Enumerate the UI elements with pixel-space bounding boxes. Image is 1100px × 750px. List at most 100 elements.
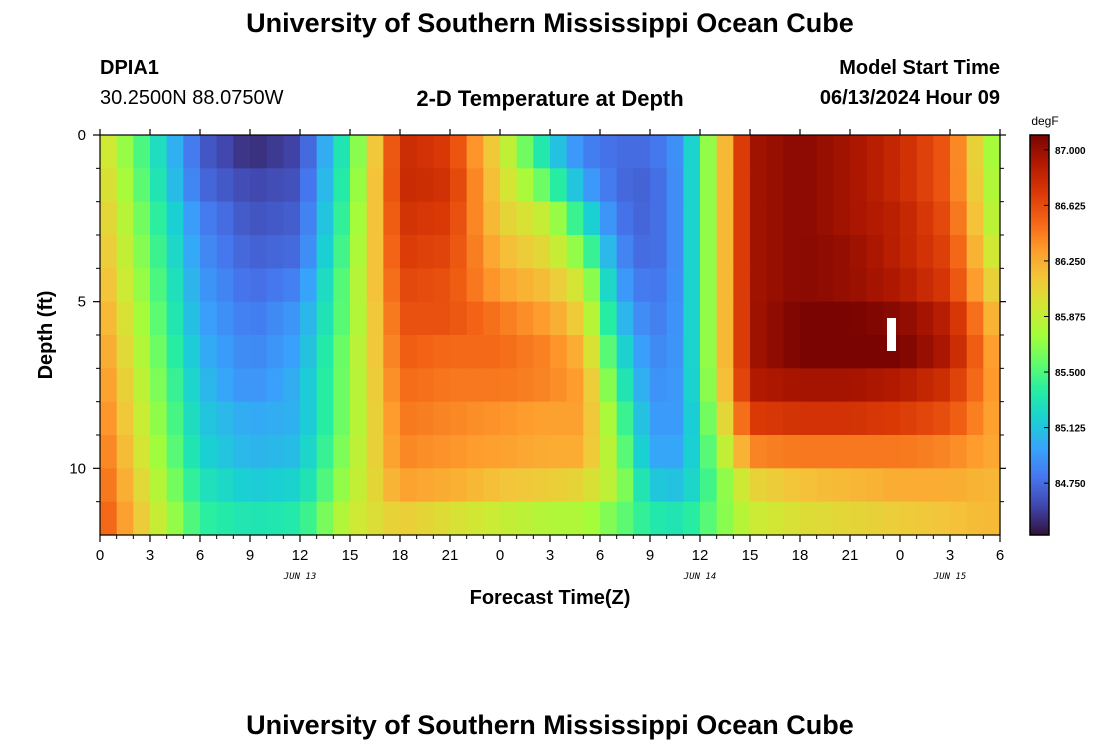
- heat-cell: [800, 235, 818, 269]
- heat-cell: [383, 168, 401, 203]
- heat-cell: [933, 368, 951, 403]
- x-tick-label: 18: [392, 547, 409, 564]
- heat-cell: [766, 168, 784, 203]
- heat-cell: [300, 435, 318, 469]
- heat-cell: [850, 368, 868, 403]
- heat-cell: [116, 368, 134, 403]
- heat-cell: [683, 401, 701, 436]
- heat-cell: [866, 201, 884, 236]
- x-tick-label: 12: [292, 547, 309, 564]
- heat-cell: [350, 235, 368, 269]
- heat-cell: [516, 268, 534, 303]
- heat-cell: [833, 301, 851, 336]
- heat-cell: [650, 135, 668, 169]
- heat-cell: [150, 135, 168, 169]
- heat-cell: [366, 268, 384, 303]
- heat-cell: [233, 235, 251, 269]
- heat-cell: [133, 168, 151, 203]
- heat-cell: [600, 468, 618, 503]
- heat-cell: [933, 235, 951, 269]
- heat-cell: [650, 435, 668, 469]
- heat-cell: [116, 268, 134, 303]
- heat-cell: [916, 135, 934, 169]
- heat-cell: [216, 301, 234, 336]
- heat-cell: [300, 135, 318, 169]
- heat-cell: [283, 301, 301, 336]
- heat-cell: [316, 368, 334, 403]
- heat-cell: [750, 368, 768, 403]
- heat-cell: [716, 168, 734, 203]
- heat-cell: [216, 201, 234, 236]
- heat-cell: [533, 268, 551, 303]
- heat-cell: [500, 201, 518, 236]
- heat-cell: [500, 435, 518, 469]
- heat-cell: [900, 235, 918, 269]
- heat-cell: [466, 268, 484, 303]
- heat-cell: [183, 301, 201, 336]
- heat-cell: [233, 501, 251, 536]
- heat-cell: [283, 335, 301, 369]
- heat-cell: [350, 368, 368, 403]
- heat-cell: [583, 268, 601, 303]
- heat-cell: [633, 201, 651, 236]
- heat-cell: [700, 401, 718, 436]
- date-label: JUN 13: [283, 572, 317, 582]
- heat-cell: [766, 368, 784, 403]
- heat-cell: [166, 301, 184, 336]
- heat-cell: [133, 235, 151, 269]
- heat-cell: [100, 235, 118, 269]
- heat-cell: [466, 435, 484, 469]
- heat-cell: [616, 201, 634, 236]
- heat-cell: [550, 201, 568, 236]
- heat-cell: [250, 268, 268, 303]
- heat-cell: [650, 401, 668, 436]
- heat-cell: [383, 401, 401, 436]
- heat-cell: [950, 168, 968, 203]
- heat-cell: [933, 168, 951, 203]
- heat-cell: [950, 368, 968, 403]
- heat-cell: [450, 501, 468, 536]
- heat-cell: [666, 135, 684, 169]
- heat-cell: [750, 501, 768, 536]
- heat-cell: [300, 268, 318, 303]
- heat-cell: [216, 268, 234, 303]
- station-coords: 30.2500N 88.0750W: [100, 87, 284, 109]
- heat-cell: [716, 335, 734, 369]
- heat-cell: [466, 235, 484, 269]
- heat-cell: [516, 368, 534, 403]
- heat-cell: [566, 235, 584, 269]
- heat-cell: [100, 435, 118, 469]
- heat-cell: [700, 268, 718, 303]
- heat-cell: [950, 435, 968, 469]
- heat-cell: [466, 301, 484, 336]
- heat-cell: [950, 235, 968, 269]
- heat-cell: [900, 468, 918, 503]
- heat-cell: [150, 335, 168, 369]
- heat-cell: [833, 368, 851, 403]
- heat-cell: [666, 468, 684, 503]
- heat-cell: [633, 435, 651, 469]
- heat-cell: [100, 268, 118, 303]
- heat-cell: [733, 135, 751, 169]
- heat-cell: [216, 501, 234, 536]
- heat-cell: [883, 235, 901, 269]
- heat-cell: [516, 335, 534, 369]
- heat-cell: [750, 201, 768, 236]
- heat-cell: [950, 501, 968, 536]
- heat-cell: [400, 301, 418, 336]
- heat-cell: [816, 435, 834, 469]
- heat-cell: [583, 501, 601, 536]
- heat-cell: [900, 435, 918, 469]
- heat-cell: [616, 301, 634, 336]
- colorbar-gradient: [1029, 134, 1050, 536]
- heat-cell: [316, 501, 334, 536]
- heat-cell: [466, 335, 484, 369]
- heat-cell: [300, 368, 318, 403]
- heat-cell: [583, 201, 601, 236]
- heat-cell: [566, 168, 584, 203]
- x-tick-label: 9: [246, 547, 254, 564]
- heat-cell: [200, 368, 218, 403]
- white-marker: [887, 318, 896, 351]
- heat-cell: [566, 268, 584, 303]
- heat-cell: [483, 501, 501, 536]
